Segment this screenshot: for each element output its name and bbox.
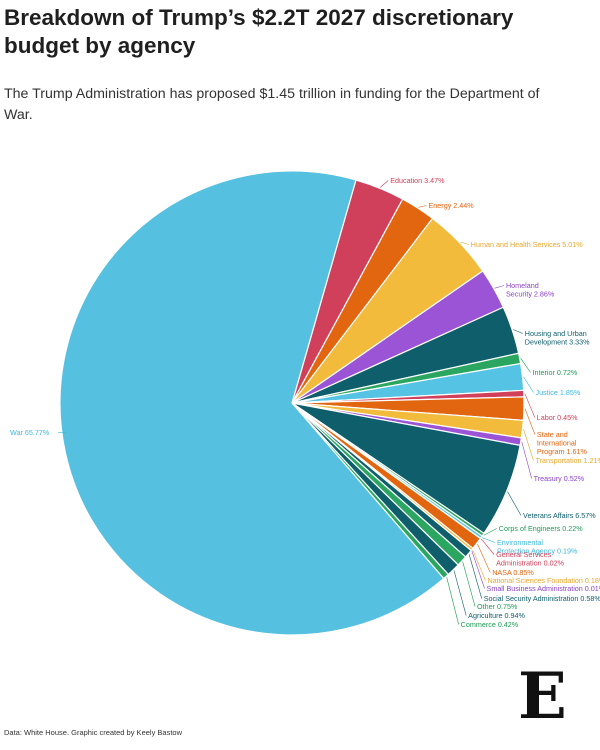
leader-line — [418, 205, 427, 208]
slice-label-text: Corps of Engineers 0.22% — [499, 524, 584, 533]
slice-label-other: Other 0.75% — [462, 561, 518, 611]
slice-label-transportation: Transportation 1.21% — [523, 429, 600, 465]
slice-label-text: Homeland Security 2.86% — [506, 281, 555, 299]
logo-letter: E — [518, 662, 567, 726]
slice-label-homeland-security: Homeland Security 2.86% — [494, 281, 555, 299]
leader-line — [446, 577, 459, 625]
newspaper-logo: E — [518, 662, 567, 726]
leader-line — [472, 549, 486, 581]
slice-label-general-services-administration: General Services Administration 0.02% — [481, 538, 565, 568]
leader-line — [483, 528, 497, 536]
slice-label-text: National Sciences Foundation 0.18% — [487, 576, 600, 585]
pie-slices — [59, 170, 525, 636]
leader-line — [523, 429, 534, 461]
slice-label-text: Education 3.47% — [390, 176, 445, 185]
slice-label-energy: Energy 2.44% — [418, 201, 475, 210]
slice-label-text: Veterans Affairs 6.57% — [523, 511, 596, 520]
slice-label-text: Labor 0.45% — [537, 413, 578, 422]
slice-label-text: General Services Administration 0.02% — [496, 550, 565, 568]
leader-line — [481, 538, 495, 555]
leader-line — [468, 554, 482, 599]
chart-subtitle: The Trump Administration has proposed $1… — [4, 86, 540, 123]
slice-label-justice: Justice 1.85% — [523, 376, 581, 397]
leader-line — [512, 329, 523, 334]
slice-label-human-and-health-services: Human and Health Services 5.01% — [460, 240, 583, 249]
leader-line — [471, 550, 485, 589]
slice-label-war: War 65.77% — [10, 428, 66, 437]
leader-line — [462, 561, 476, 607]
slice-label-text: Transportation 1.21% — [535, 456, 600, 465]
slice-label-education: Education 3.47% — [380, 176, 445, 188]
slice-label-small-business-administration: Small Business Administration 0.01% — [471, 550, 600, 593]
pie-labels: Education 3.47% Energy 2.44% Human and Hea… — [10, 176, 600, 629]
slice-label-text: Other 0.75% — [477, 602, 518, 611]
slice-label-environmental-protection-agency: Environmental Protection Agency 0.19% — [482, 537, 578, 556]
slice-label-text: Justice 1.85% — [535, 388, 580, 397]
slice-label-text: NASA 0.85% — [492, 568, 534, 577]
leader-line — [477, 543, 491, 573]
slice-label-housing-and-urban-development: Housing and Urban Development 3.33% — [512, 329, 590, 347]
slice-label-nasa: NASA 0.85% — [477, 543, 534, 577]
slice-label-state-and-international-program: State and International Program 1.61% — [524, 408, 588, 456]
slice-label-text: Treasury 0.52% — [534, 474, 585, 483]
leader-line — [453, 570, 467, 616]
slice-label-commerce: Commerce 0.42% — [446, 577, 519, 629]
slice-label-text: Interior 0.72% — [533, 368, 578, 377]
slice-label-agriculture: Agriculture 0.94% — [453, 570, 526, 620]
slice-label-labor: Labor 0.45% — [524, 393, 578, 422]
slice-label-treasury: Treasury 0.52% — [521, 441, 585, 483]
pie-slice-war — [59, 170, 445, 636]
slice-label-text: War 65.77% — [10, 428, 50, 437]
leader-line — [524, 408, 536, 435]
slice-label-text: Small Business Administration 0.01% — [487, 584, 600, 593]
slice-label-text: Human and Health Services 5.01% — [471, 240, 583, 249]
leader-line — [523, 376, 534, 393]
leader-line — [507, 491, 522, 516]
leader-line — [520, 358, 531, 373]
slice-label-text: Housing and Urban Development 3.33% — [525, 329, 590, 347]
leader-line — [524, 393, 536, 418]
leader-line — [482, 537, 496, 543]
slice-label-text: Commerce 0.42% — [461, 620, 519, 629]
slice-label-text: Agriculture 0.94% — [468, 611, 525, 620]
leader-line — [460, 241, 469, 245]
leader-line — [494, 285, 505, 289]
slice-label-national-sciences-foundation: National Sciences Foundation 0.18% — [472, 549, 600, 585]
slice-label-text: Energy 2.44% — [429, 201, 475, 210]
slice-label-text: State and International Program 1.61% — [537, 430, 588, 456]
leader-line — [380, 180, 389, 188]
leader-line — [521, 441, 532, 479]
slice-label-interior: Interior 0.72% — [520, 358, 578, 377]
chart-title: Breakdown of Trump’s $2.2T 2027 discreti… — [4, 5, 514, 58]
source-note: Data: White House. Graphic created by Ke… — [4, 728, 183, 737]
slice-label-veterans-affairs: Veterans Affairs 6.57% — [507, 491, 596, 520]
slice-label-corps-of-engineers: Corps of Engineers 0.22% — [483, 524, 584, 536]
slice-label-text: Environmental Protection Agency 0.19% — [497, 538, 578, 556]
slice-label-social-security-administration: Social Security Administration 0.58% — [468, 554, 600, 603]
slice-label-text: Social Security Administration 0.58% — [484, 594, 600, 603]
